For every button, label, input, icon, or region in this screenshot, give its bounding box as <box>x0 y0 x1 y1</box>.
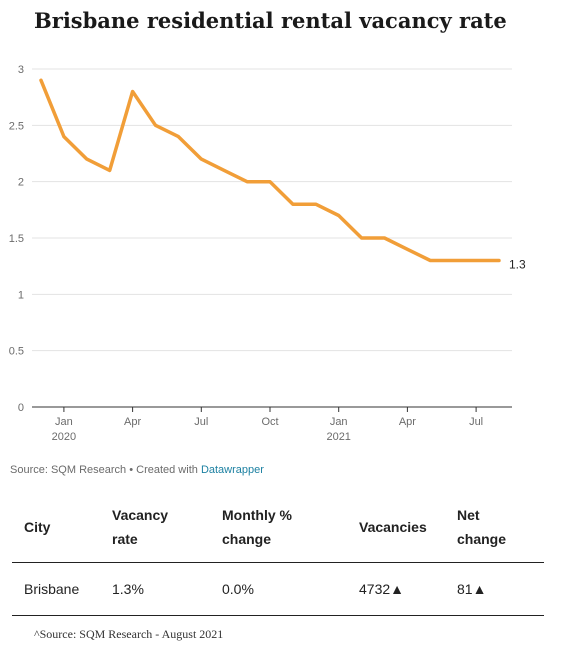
y-tick-label: 1.5 <box>9 233 24 245</box>
y-tick-label: 3 <box>18 64 24 76</box>
col-net-change: Net change <box>457 507 507 547</box>
x-tick-label: Jan <box>330 416 348 428</box>
y-tick-label: 0 <box>18 402 24 414</box>
x-tick-label: Jul <box>469 416 483 428</box>
end-value-label: 1.3 <box>509 258 526 272</box>
col-vacancy-rate: Vacancy rate <box>112 507 169 547</box>
vacancy-table: City Vacancy rate Monthly % change Vacanci… <box>12 492 544 616</box>
vacancy-rate-line <box>39 78 501 263</box>
table-row: Brisbane 1.3% 0.0% 4732▲ 81▲ <box>12 563 544 616</box>
col-city: City <box>24 519 51 535</box>
cell-monthly-change: 0.0% <box>222 581 254 597</box>
cell-city: Brisbane <box>24 581 80 597</box>
y-tick-label: 0.5 <box>9 346 24 358</box>
gridlines <box>32 68 512 352</box>
line-chart: 0 0.5 1 1.5 2 2.5 3 Jan 2020 Apr Jul Oct Jan 2021 Apr… <box>9 64 526 443</box>
x-axis-ticks: Jan 2020 Apr Jul Oct Jan 2021 Apr Jul <box>52 407 483 443</box>
col-vacancies: Vacancies <box>359 519 427 535</box>
cell-net-change: 81▲ <box>457 581 487 597</box>
chart-title: Brisbane residential rental vacancy rate <box>34 8 507 33</box>
table-header-row: City Vacancy rate Monthly % change Vacanci… <box>12 492 544 563</box>
datawrapper-link[interactable]: Datawrapper <box>200 464 264 476</box>
source-text: Source: SQM Research • Created with <box>10 464 201 476</box>
x-tick-label: Jan <box>55 416 73 428</box>
y-tick-label: 1 <box>18 289 24 301</box>
col-monthly-change: Monthly % change <box>222 507 292 547</box>
x-tick-label: Apr <box>399 416 416 428</box>
footnote: ^Source: SQM Research - August 2021 <box>34 627 224 641</box>
x-tick-year-label: 2021 <box>326 431 350 443</box>
x-tick-label: Jul <box>194 416 208 428</box>
cell-vacancies: 4732▲ <box>359 581 405 597</box>
y-axis-ticks: 0 0.5 1 1.5 2 2.5 3 <box>9 64 24 414</box>
y-tick-label: 2 <box>18 177 24 189</box>
y-tick-label: 2.5 <box>9 120 24 132</box>
x-tick-year-label: 2020 <box>52 431 76 443</box>
source-line: Source: SQM Research • Created with Data… <box>10 464 264 476</box>
x-tick-label: Apr <box>124 416 141 428</box>
cell-vacancy-rate: 1.3% <box>112 581 144 597</box>
x-tick-label: Oct <box>261 416 278 428</box>
